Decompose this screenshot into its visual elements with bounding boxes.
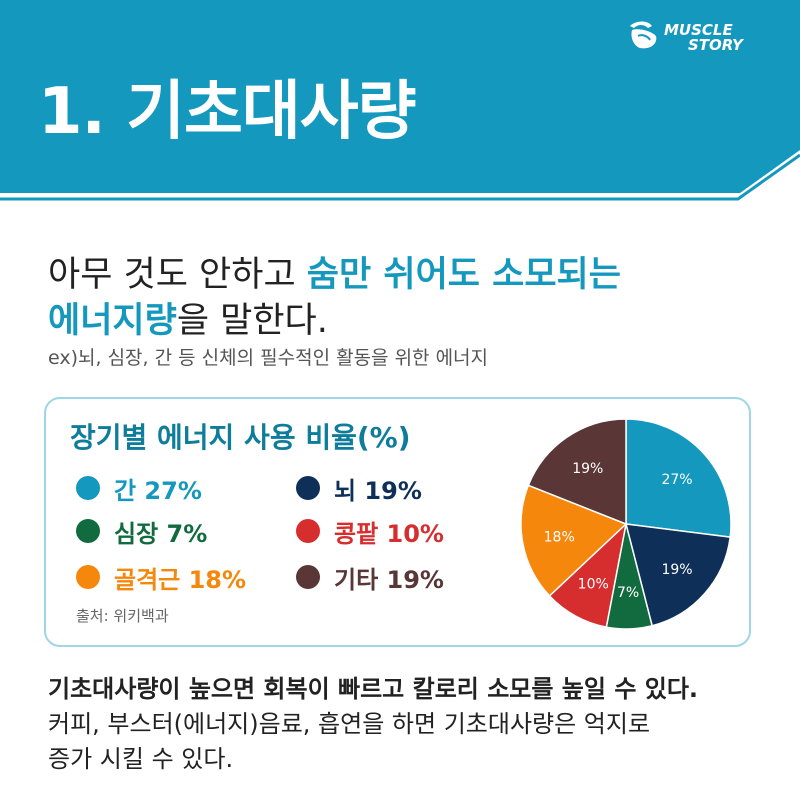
intro-line2-highlight: 에너지량: [48, 301, 177, 341]
pie-slice-0: [625, 418, 732, 538]
bottom-line3: 증가 시킬 수 있다.: [48, 745, 234, 773]
page-title: 1. 기초대사량: [38, 75, 417, 149]
pie-slice-label-0: 27%: [661, 472, 692, 488]
legend-dot: [296, 565, 320, 589]
pie-slice-label-4: 18%: [544, 530, 575, 546]
intro-example: ex)뇌, 심장, 간 등 신체의 필수적인 활동을 위한 에너지: [48, 347, 489, 369]
intro-line2-plain: 을 말한다.: [176, 301, 328, 341]
legend-item-heart: 심장 7%: [76, 515, 208, 548]
legend-item-brain: 뇌 19%: [296, 472, 422, 505]
legend-label: 뇌 19%: [334, 476, 422, 505]
legend-item-other: 기타 19%: [296, 561, 444, 594]
intro-line1-plain: 아무 것도 안하고: [48, 255, 307, 295]
legend-item-muscle: 골격근 18%: [76, 561, 247, 594]
header-banner: 1. 기초대사량 MUSCLE STORY: [0, 0, 800, 210]
legend-item-liver: 간 27%: [76, 472, 202, 505]
pie-slice-1: [624, 523, 732, 627]
legend-dot: [296, 476, 320, 500]
logo-text-story: STORY: [688, 36, 743, 54]
legend-dot: [76, 476, 100, 500]
pie-slice-label-1: 19%: [661, 562, 692, 578]
chart-title: 장기별 에너지 사용 비율(%): [70, 421, 411, 454]
legend-label: 콩팥 10%: [334, 519, 444, 548]
pie-slice-label-2: 7%: [617, 585, 639, 601]
bottom-line1: 기초대사량이 높으면 회복이 빠르고 칼로리 소모를 높일 수 있다.: [48, 675, 699, 703]
logo-text-muscle: MUSCLE: [664, 21, 733, 39]
bottom-text: 기초대사량이 높으면 회복이 빠르고 칼로리 소모를 높일 수 있다. 커피, …: [48, 672, 768, 777]
legend-label: 심장 7%: [114, 519, 208, 548]
muscle-logo-icon: [630, 21, 657, 49]
muscle-story-logo: MUSCLE STORY: [626, 16, 776, 60]
banner-shape: [0, 0, 800, 201]
legend-dot: [76, 565, 100, 589]
chart-source: 출처: 위키백과: [76, 607, 169, 625]
pie-slice-label-3: 10%: [578, 577, 609, 593]
legend-item-kidney: 콩팥 10%: [296, 515, 444, 548]
legend-dot: [76, 519, 100, 543]
legend-dot: [296, 519, 320, 543]
legend-label: 골격근 18%: [114, 565, 247, 594]
legend-label: 기타 19%: [334, 565, 444, 594]
bottom-line2: 커피, 부스터(에너지)음료, 흡연을 하면 기초대사량은 억지로: [48, 710, 651, 738]
pie-slice-label-5: 19%: [572, 461, 603, 477]
intro-line1-highlight: 숨만 쉬어도 소모되는: [306, 255, 621, 295]
legend-label: 간 27%: [114, 476, 202, 505]
pie-chart: 27% 19% 7% 10% 18% 19%: [520, 418, 732, 630]
pie-slice-5: [527, 418, 627, 526]
pie-slice-4: [520, 484, 628, 597]
intro-paragraph: 아무 것도 안하고 숨만 쉬어도 소모되는 에너지량을 말한다.: [48, 252, 768, 344]
